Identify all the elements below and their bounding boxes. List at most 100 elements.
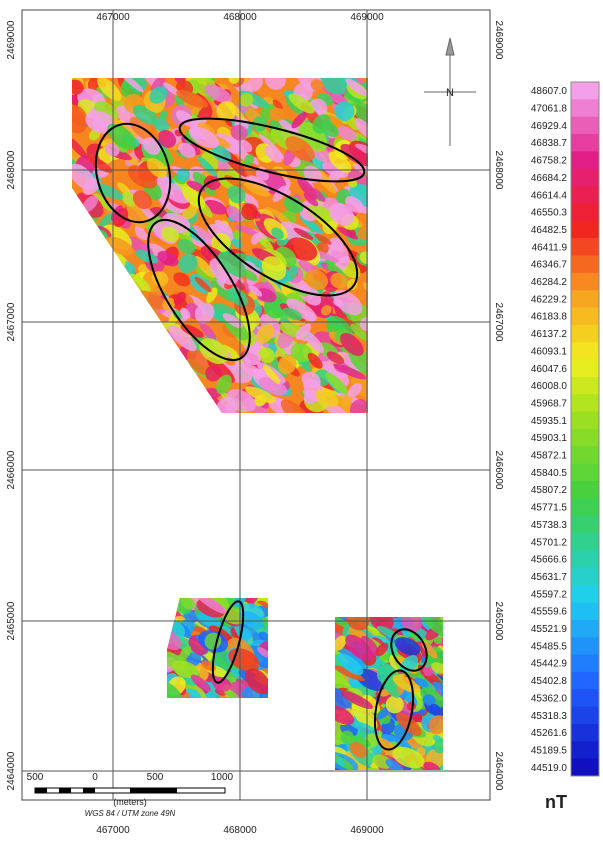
colorbar-swatch <box>571 290 599 308</box>
colorbar-swatch <box>571 82 599 100</box>
colorbar-swatch <box>571 151 599 169</box>
colorbar-label: 45738.3 <box>531 520 568 531</box>
colorbar-label: 45402.8 <box>531 676 568 687</box>
colorbar-label: 45935.1 <box>531 416 568 427</box>
colorbar-label: 45903.1 <box>531 433 568 444</box>
colorbar-swatch <box>571 516 599 534</box>
colorbar-label: 46183.8 <box>531 312 568 323</box>
y-coordinate-label: 2466000 <box>6 450 17 489</box>
y-coordinate-label: 2465000 <box>6 601 17 640</box>
colorbar-swatch <box>571 429 599 447</box>
colorbar-label: 46758.2 <box>531 156 568 167</box>
colorbar-swatch <box>571 533 599 551</box>
y-coordinate-label: 2467000 <box>6 302 17 341</box>
colorbar-unit: nT <box>545 792 567 812</box>
colorbar-label: 46684.2 <box>531 173 568 184</box>
y-coordinate-label: 2467000 <box>493 303 504 342</box>
colorbar-swatch <box>571 221 599 239</box>
colorbar-label: 47061.8 <box>531 104 568 115</box>
colorbar-swatch <box>571 169 599 187</box>
colorbar-label: 46929.4 <box>531 121 568 132</box>
colorbar-label: 46229.2 <box>531 294 568 305</box>
colorbar-swatch <box>571 724 599 742</box>
north-label: N <box>446 87 454 99</box>
colorbar-label: 45362.0 <box>531 693 568 704</box>
x-coordinate-label: 469000 <box>350 825 384 836</box>
x-coordinate-label: 467000 <box>96 12 130 23</box>
colorbar-swatch <box>571 273 599 291</box>
colorbar-swatch <box>571 637 599 655</box>
colorbar-swatch <box>571 585 599 603</box>
colorbar-label: 45597.2 <box>531 589 568 600</box>
colorbar-swatch <box>571 568 599 586</box>
colorbar-label: 44519.0 <box>531 763 568 774</box>
colorbar-swatch <box>571 238 599 256</box>
colorbar-label: 45840.5 <box>531 468 568 479</box>
scale-unit: (meters) <box>113 797 147 807</box>
colorbar-swatch <box>571 342 599 360</box>
colorbar-swatch <box>571 464 599 482</box>
colorbar-label: 46550.3 <box>531 208 568 219</box>
colorbar-label: 45261.6 <box>531 728 568 739</box>
colorbar-swatch <box>571 394 599 412</box>
colorbar-label: 46008.0 <box>531 381 568 392</box>
colorbar-swatch <box>571 134 599 152</box>
colorbar-label: 46093.1 <box>531 346 568 357</box>
colorbar-swatch <box>571 360 599 378</box>
x-coordinate-label: 467000 <box>96 825 130 836</box>
colorbar-swatch <box>571 203 599 221</box>
colorbar-label: 45189.5 <box>531 745 568 756</box>
colorbar: 48607.0 47061.8 46929.4 46838.7 46758.2 46684… <box>531 82 599 777</box>
x-coordinate-label: 468000 <box>223 825 257 836</box>
colorbar-swatch <box>571 759 599 777</box>
colorbar-swatch <box>571 325 599 343</box>
colorbar-label: 45807.2 <box>531 485 568 496</box>
y-coordinate-label: 2469000 <box>6 20 17 59</box>
colorbar-label: 46284.2 <box>531 277 568 288</box>
y-coordinate-label: 2464000 <box>6 751 17 790</box>
scale-label: 0 <box>92 772 98 783</box>
colorbar-label: 45701.2 <box>531 537 568 548</box>
colorbar-label: 46838.7 <box>531 138 568 149</box>
colorbar-swatch <box>571 186 599 204</box>
colorbar-label: 45968.7 <box>531 398 568 409</box>
colorbar-swatch <box>571 741 599 759</box>
colorbar-label: 46482.5 <box>531 225 568 236</box>
colorbar-label: 46137.2 <box>531 329 568 340</box>
y-coordinate-label: 2468000 <box>493 151 504 190</box>
colorbar-label: 45442.9 <box>531 659 568 670</box>
colorbar-label: 46047.6 <box>531 364 568 375</box>
y-coordinate-label: 2466000 <box>493 451 504 490</box>
colorbar-swatch <box>571 481 599 499</box>
colorbar-swatch <box>571 308 599 326</box>
colorbar-swatch <box>571 412 599 430</box>
colorbar-swatch <box>571 117 599 135</box>
colorbar-swatch <box>571 550 599 568</box>
colorbar-swatch <box>571 603 599 621</box>
colorbar-swatch <box>571 655 599 673</box>
colorbar-swatch <box>571 620 599 638</box>
colorbar-label: 45771.5 <box>531 503 568 514</box>
survey-block <box>319 598 460 783</box>
y-coordinate-label: 2464000 <box>493 752 504 791</box>
y-coordinate-label: 2469000 <box>493 21 504 60</box>
projection: WGS 84 / UTM zone 49N <box>85 809 176 818</box>
scale-label: 500 <box>27 772 44 783</box>
colorbar-swatch <box>571 446 599 464</box>
colorbar-swatch <box>571 689 599 707</box>
colorbar-label: 46346.7 <box>531 260 568 271</box>
colorbar-label: 45521.9 <box>531 624 568 635</box>
x-coordinate-label: 469000 <box>350 12 384 23</box>
y-coordinate-label: 2465000 <box>493 602 504 641</box>
colorbar-label: 48607.0 <box>531 86 568 97</box>
colorbar-label: 45559.6 <box>531 607 568 618</box>
colorbar-swatch <box>571 498 599 516</box>
colorbar-label: 45872.1 <box>531 451 568 462</box>
colorbar-swatch <box>571 377 599 395</box>
colorbar-swatch <box>571 672 599 690</box>
colorbar-label: 46411.9 <box>532 242 568 253</box>
y-coordinate-label: 2468000 <box>6 150 17 189</box>
colorbar-label: 45318.3 <box>531 711 568 722</box>
x-coordinate-label: 468000 <box>223 12 257 23</box>
colorbar-label: 45485.5 <box>531 641 568 652</box>
